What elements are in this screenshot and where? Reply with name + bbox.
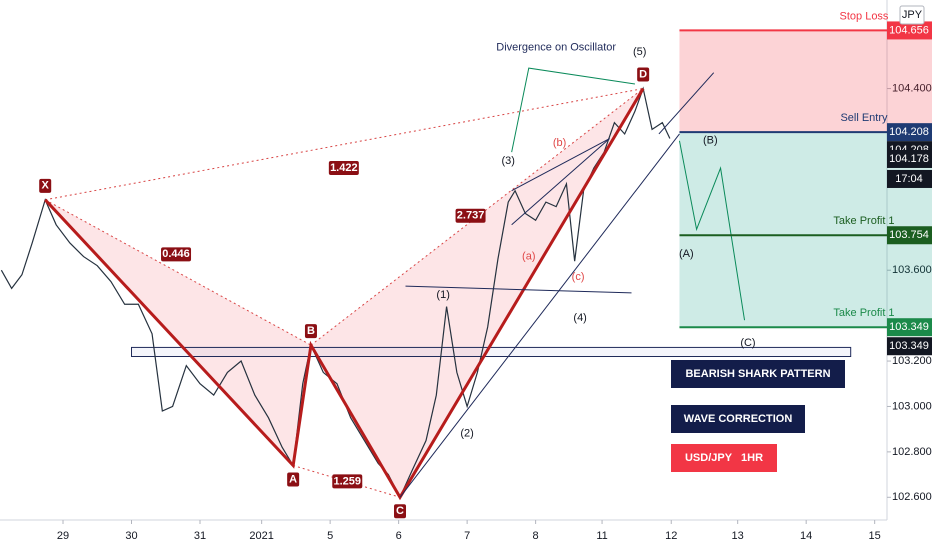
wave-label: (2) — [460, 428, 473, 440]
wave-text: WAVE CORRECTION — [684, 413, 793, 425]
level-name: Stop Loss — [840, 10, 889, 22]
wave-label: (c) — [572, 271, 585, 283]
x-tick-label: 14 — [800, 530, 812, 542]
level-tag — [887, 123, 932, 142]
pattern-box — [671, 360, 845, 388]
x-tick-label: 7 — [464, 530, 470, 542]
wave-label: (C) — [740, 337, 755, 349]
pattern-triangle — [310, 88, 644, 498]
trend-arrow — [658, 72, 715, 135]
ratio-box — [161, 247, 192, 262]
wave-label: (1) — [436, 289, 449, 301]
level-name: Take Profit 1 — [833, 307, 894, 319]
projection-path — [678, 140, 746, 321]
trend-line — [511, 138, 610, 226]
wave-label: (5) — [633, 46, 646, 58]
y-tick-label: 103.000 — [892, 400, 932, 412]
divergence-lines — [511, 67, 636, 153]
ratio-box — [328, 161, 359, 176]
pattern-dotted-leg — [45, 88, 644, 201]
wave-label: (4) — [573, 312, 586, 324]
risk-zone — [679, 30, 932, 133]
x-tick-label: 30 — [125, 530, 137, 542]
divergence-label: Divergence on Oscillator — [496, 42, 616, 54]
x-tick-label: 2021 — [249, 530, 273, 542]
pattern-point-box — [394, 504, 407, 519]
y-tick-label: 103.600 — [892, 264, 932, 276]
level-tag-label: 103.754 — [889, 229, 929, 241]
x-tick-label: 11 — [596, 530, 607, 542]
price-tag — [887, 337, 932, 356]
symbol-box — [671, 444, 777, 472]
pattern-point-label: C — [396, 505, 404, 517]
level-tag-label: 104.208 — [889, 126, 929, 138]
x-tick-label: 12 — [665, 530, 677, 542]
trend-line — [399, 133, 680, 498]
wave-label: (B) — [703, 135, 718, 147]
level-tag — [887, 21, 932, 40]
pattern-point-box — [304, 324, 317, 339]
x-tick-label: 5 — [327, 530, 333, 542]
x-tick-label: 15 — [869, 530, 881, 542]
x-tick-label: 6 — [396, 530, 402, 542]
wave-label: (3) — [502, 155, 515, 167]
ratio-box — [332, 474, 363, 489]
ratio-label: 1.422 — [330, 162, 358, 174]
ratio-label: 0.446 — [162, 248, 190, 260]
pattern-point-box — [39, 178, 52, 193]
pattern-triangle — [45, 199, 311, 466]
trend-line — [511, 138, 610, 192]
price-tag-label: 103.349 — [889, 340, 929, 352]
currency-box[interactable] — [899, 5, 925, 25]
level-name: Sell Entry — [840, 112, 888, 124]
wave-box — [671, 405, 805, 433]
countdown-tag — [887, 169, 932, 188]
wave-label: (A) — [679, 248, 694, 260]
currency-label: JPY — [902, 9, 923, 21]
level-tag — [887, 318, 932, 337]
pattern-point-box — [637, 67, 650, 82]
level-tag — [887, 226, 932, 245]
ratio-box — [455, 208, 486, 223]
y-tick-label: 104.400 — [892, 82, 932, 94]
trend-line — [405, 285, 632, 294]
ratio-label: 2.737 — [457, 210, 485, 222]
y-tick-label: 103.200 — [892, 355, 932, 367]
wave-label: (a) — [522, 251, 535, 263]
pattern-point-label: X — [42, 180, 50, 192]
level-tag-label: 103.349 — [889, 321, 929, 333]
pattern-dotted-leg — [44, 199, 312, 346]
x-tick-label: 13 — [732, 530, 744, 542]
y-tick-label: 102.600 — [892, 491, 932, 503]
price-tag — [887, 149, 932, 168]
x-tick-label: 8 — [533, 530, 539, 542]
pattern-point-box — [287, 472, 300, 487]
level-tag-label: 104.656 — [889, 24, 929, 36]
ratio-label: 1.259 — [334, 475, 362, 487]
pattern-point-label: B — [307, 325, 315, 337]
countdown-label: 17:04 — [895, 173, 923, 185]
symbol-text: USD/JPY 1HR — [685, 452, 763, 464]
pattern-legs — [44, 87, 645, 501]
wave-label: (b) — [553, 137, 566, 149]
price-tag-label: 104.178 — [889, 153, 929, 165]
x-tick-label: 31 — [194, 530, 206, 542]
level-name: Take Profit 1 — [833, 215, 894, 227]
pattern-point-label: D — [639, 68, 647, 80]
price-line — [0, 86, 671, 499]
support-band — [131, 346, 852, 358]
y-tick-label: 102.800 — [892, 446, 932, 458]
x-tick-label: 29 — [57, 530, 69, 542]
pattern-text: BEARISH SHARK PATTERN — [685, 368, 830, 380]
pattern-point-label: A — [289, 473, 297, 485]
